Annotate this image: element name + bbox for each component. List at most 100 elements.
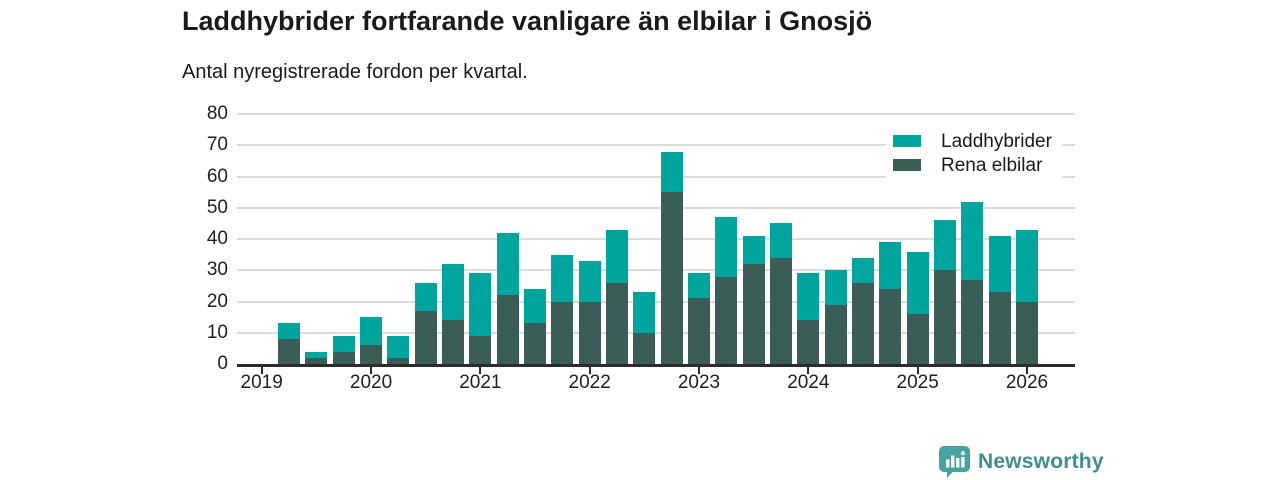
x-axis-tick xyxy=(916,366,919,374)
bar-segment-laddhybrider xyxy=(524,289,546,324)
bar-segment-rena-elbilar xyxy=(633,332,656,364)
chart-subtitle: Antal nyregistrerade fordon per kvartal. xyxy=(182,61,528,83)
newsworthy-brand[interactable]: Newsworthy xyxy=(938,445,1104,479)
x-axis-tick xyxy=(260,366,263,374)
legend-label-laddhybrider: Laddhybrider xyxy=(941,131,1052,152)
bar-segment-laddhybrider xyxy=(824,270,847,305)
y-axis-label: 30 xyxy=(206,259,228,281)
bar-segment-rena-elbilar xyxy=(524,323,546,364)
bar-segment-laddhybrider xyxy=(660,151,683,193)
bar-segment-rena-elbilar xyxy=(496,295,519,364)
x-axis-label: 2023 xyxy=(677,372,721,393)
x-axis-tick xyxy=(1025,366,1028,374)
bar-segment-rena-elbilar xyxy=(551,301,574,364)
y-axis-label: 60 xyxy=(206,165,228,187)
bar-segment-laddhybrider xyxy=(879,242,902,289)
bar-segment-rena-elbilar xyxy=(578,301,601,364)
bar-segment-rena-elbilar xyxy=(606,282,628,364)
bar-segment-laddhybrider xyxy=(442,264,464,321)
bar-segment-laddhybrider xyxy=(797,273,820,321)
x-axis-line xyxy=(237,364,1075,367)
bar-segment-rena-elbilar xyxy=(442,320,464,364)
bar-segment-rena-elbilar xyxy=(715,276,738,364)
bar-segment-rena-elbilar xyxy=(332,351,355,364)
y-axis-label: 0 xyxy=(217,353,228,374)
newsworthy-logo-text: Newsworthy xyxy=(978,450,1104,473)
bar-segment-rena-elbilar xyxy=(387,357,410,364)
x-axis-label: 2024 xyxy=(787,372,830,393)
x-axis-label: 2022 xyxy=(568,372,611,393)
gridline xyxy=(237,175,1075,178)
gridline xyxy=(237,331,1075,334)
bar-segment-laddhybrider xyxy=(1016,229,1038,302)
x-axis-label: 2021 xyxy=(459,372,502,393)
gridline xyxy=(237,113,1075,115)
bar-segment-laddhybrider xyxy=(332,335,355,352)
gridline xyxy=(237,238,1075,240)
bar-segment-laddhybrider xyxy=(469,273,492,336)
bar-segment-rena-elbilar xyxy=(305,357,328,364)
x-axis-tick xyxy=(588,366,591,374)
chart-title: Laddhybrider fortfarande vanligare än el… xyxy=(182,6,873,36)
bar-segment-laddhybrider xyxy=(360,317,382,346)
bar-segment-laddhybrider xyxy=(688,273,710,299)
bar-segment-rena-elbilar xyxy=(278,339,300,364)
bar-segment-rena-elbilar xyxy=(414,310,437,364)
bar-segment-laddhybrider xyxy=(578,260,601,302)
y-axis-label: 80 xyxy=(206,103,228,124)
bar-segment-rena-elbilar xyxy=(660,192,683,364)
x-axis-label: 2019 xyxy=(240,372,283,393)
bar-segment-laddhybrider xyxy=(305,351,328,358)
x-axis-tick xyxy=(698,366,700,374)
bar-segment-laddhybrider xyxy=(934,220,956,271)
x-axis-tick xyxy=(807,366,810,374)
y-axis-label: 50 xyxy=(206,196,228,218)
x-axis-tick xyxy=(370,366,373,374)
bar-segment-laddhybrider xyxy=(387,335,410,358)
bar-segment-laddhybrider xyxy=(278,323,300,339)
bar-segment-laddhybrider xyxy=(633,292,656,333)
bar-segment-rena-elbilar xyxy=(852,282,874,364)
bar-segment-rena-elbilar xyxy=(824,304,847,364)
bar-segment-laddhybrider xyxy=(414,282,437,311)
bar-segment-laddhybrider xyxy=(961,201,984,280)
gridline xyxy=(237,269,1075,272)
bar-segment-rena-elbilar xyxy=(742,264,765,364)
y-axis-label: 20 xyxy=(206,290,228,312)
x-axis-tick xyxy=(479,366,482,374)
bar-segment-rena-elbilar xyxy=(934,270,956,364)
bar-segment-laddhybrider xyxy=(852,257,874,283)
x-axis-label: 2026 xyxy=(1005,372,1049,393)
bar-segment-rena-elbilar xyxy=(770,257,792,364)
bar-segment-rena-elbilar xyxy=(469,335,492,364)
bar-segment-rena-elbilar xyxy=(1016,301,1038,364)
bar-segment-laddhybrider xyxy=(606,229,628,283)
bar-segment-laddhybrider xyxy=(742,235,765,264)
legend-swatch-laddhybrider xyxy=(893,135,921,147)
y-axis-label: 10 xyxy=(206,321,228,343)
bar-segment-rena-elbilar xyxy=(688,298,710,364)
bar-segment-laddhybrider xyxy=(551,254,574,302)
bar-segment-rena-elbilar xyxy=(797,320,820,364)
legend-label-rena-elbilar: Rena elbilar xyxy=(941,154,1043,176)
bar-segment-laddhybrider xyxy=(715,217,738,277)
bar-segment-rena-elbilar xyxy=(879,289,902,364)
gridline xyxy=(237,206,1075,209)
y-axis-label: 40 xyxy=(206,228,228,249)
bar-segment-laddhybrider xyxy=(906,251,929,314)
bar-segment-laddhybrider xyxy=(770,223,792,258)
gridline xyxy=(237,300,1075,303)
legend-swatch-rena-elbilar xyxy=(893,158,921,171)
x-axis-label: 2020 xyxy=(349,372,393,393)
bar-segment-rena-elbilar xyxy=(360,345,382,364)
x-axis-label: 2025 xyxy=(896,372,939,393)
bar-segment-rena-elbilar xyxy=(906,314,929,364)
bar-segment-rena-elbilar xyxy=(961,279,984,364)
bar-segment-laddhybrider xyxy=(496,232,519,296)
gridline xyxy=(237,144,1075,147)
y-axis-label: 70 xyxy=(206,134,228,156)
bar-segment-laddhybrider xyxy=(988,235,1011,293)
newsworthy-logo-icon xyxy=(938,445,971,479)
bar-segment-rena-elbilar xyxy=(988,292,1011,364)
